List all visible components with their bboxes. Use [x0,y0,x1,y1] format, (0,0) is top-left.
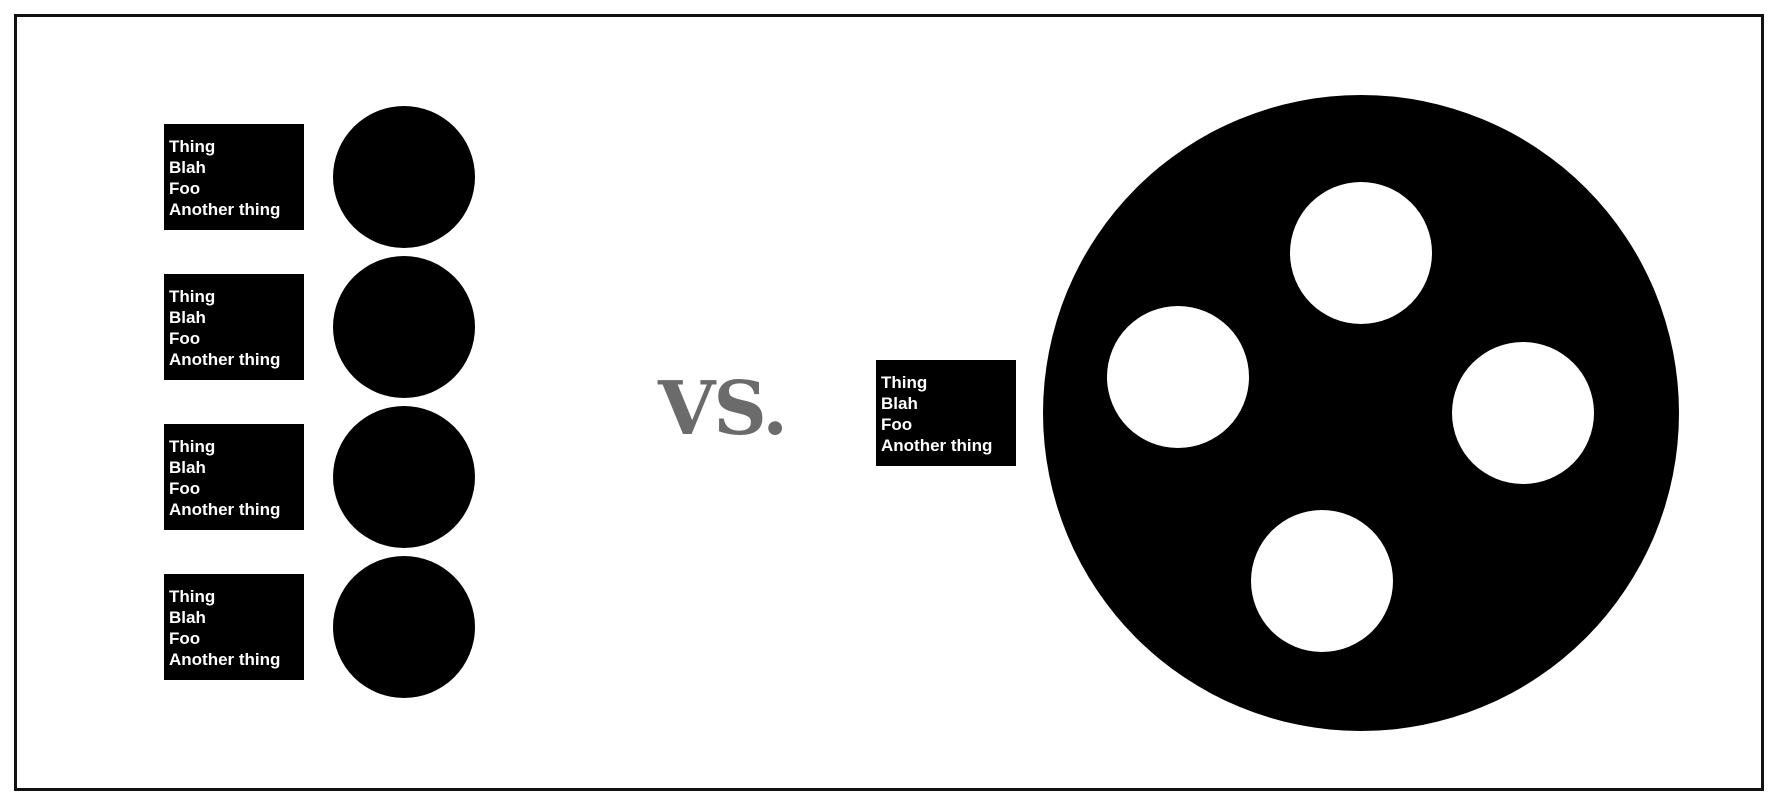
label-line: Another thing [881,436,993,455]
label-line: Another thing [169,650,281,669]
label-line: Foo [169,629,201,648]
label-line: Foo [169,329,201,348]
left-circle-2 [333,256,475,398]
left-label-3: Thing Blah Foo Another thing [164,424,304,530]
inner-hole-right [1452,342,1594,484]
label-line: Blah [881,394,918,413]
big-circle [1043,95,1679,731]
inner-hole-left [1107,306,1249,448]
label-line: Foo [881,415,913,434]
label-line: Thing [169,587,216,606]
left-circle-3 [333,406,475,548]
label-line: Foo [169,179,201,198]
left-circle-4 [333,556,475,698]
left-label-1: Thing Blah Foo Another thing [164,124,304,230]
label-line: Blah [169,458,206,477]
label-line: Thing [169,137,216,156]
label-line: Foo [169,479,201,498]
label-line: Thing [169,287,216,306]
label-line: Thing [169,437,216,456]
left-label-2: Thing Blah Foo Another thing [164,274,304,380]
right-label: Thing Blah Foo Another thing [876,360,1016,466]
inner-hole-bottom [1251,510,1393,652]
label-line: Another thing [169,350,281,369]
label-line: Another thing [169,500,281,519]
label-line: Blah [169,308,206,327]
label-line: Thing [881,373,928,392]
label-line: Another thing [169,200,281,219]
label-line: Blah [169,608,206,627]
inner-hole-top [1290,182,1432,324]
left-circle-1 [333,106,475,248]
label-line: Blah [169,158,206,177]
vs-separator: VS. [658,366,788,452]
left-label-4: Thing Blah Foo Another thing [164,574,304,680]
